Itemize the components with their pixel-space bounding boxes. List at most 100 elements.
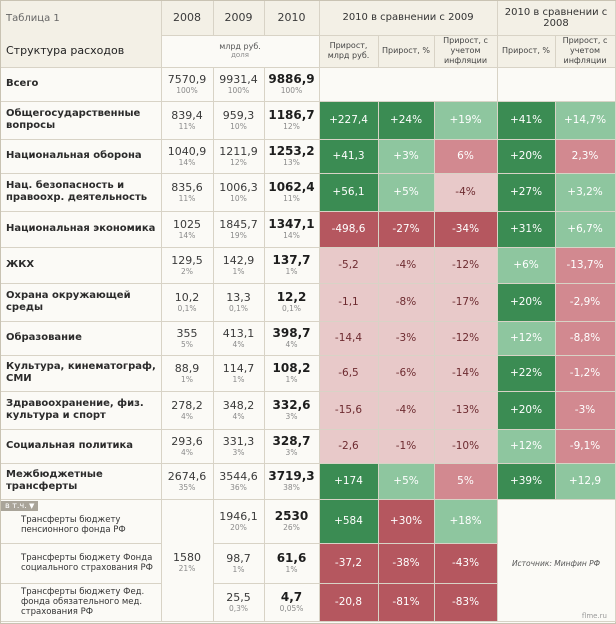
change-2009-1: -6%: [378, 355, 435, 392]
cell-2010: 1347,1 14%: [264, 211, 320, 248]
table-row: Национальная оборона 1040,9 14% 1211,9 12% 12…: [1, 139, 616, 174]
cell-2010: 108,2 1%: [264, 355, 320, 392]
cell-2009-value: 114,7: [222, 362, 255, 375]
empty-cell: [497, 67, 616, 102]
cell-2009-share: 4%: [232, 340, 245, 349]
cell-2008: 1040,9 14%: [161, 139, 214, 174]
cell-2008-value: 839,4: [171, 109, 203, 122]
cell-2010-value: 3719,3: [268, 469, 315, 483]
year-2008-header: 2008: [161, 1, 214, 36]
cell-2010-value: 12,2: [276, 290, 307, 304]
change-2009-1: +24%: [378, 101, 435, 140]
change-2009-1: -1%: [378, 429, 435, 464]
table-row: Социальная политика 293,6 4% 331,3 3% 328,7 3%…: [1, 429, 616, 464]
cell-2010-value: 398,7: [272, 326, 311, 340]
cell-2008-value: 355: [176, 327, 198, 340]
change-2009-2: -12%: [434, 247, 498, 284]
change-2009-2: +19%: [434, 101, 498, 140]
cell-2010-value: 1347,1: [268, 217, 315, 231]
year-2009-header: 2009: [213, 1, 265, 36]
cell-2009-share: 36%: [230, 483, 247, 492]
change-2009-2: -12%: [434, 321, 498, 356]
cell-2010: 61,6 1%: [264, 543, 320, 584]
cell-2008: 129,5 2%: [161, 247, 214, 284]
table-row: Образование 355 5% 413,1 4% 398,7 4% -14,4 -3% -1…: [1, 321, 616, 356]
cell-2008-share: 14%: [178, 158, 196, 167]
cell-2008-value: 2674,6: [167, 470, 207, 483]
change-2008-1: +3,2%: [555, 173, 616, 212]
cell-2010: 4,7 0,05%: [264, 583, 320, 622]
cell-2009-value: 413,1: [222, 327, 255, 340]
cell-2008-share: 11%: [178, 194, 196, 203]
cell-2010-share: 0,1%: [281, 304, 302, 313]
cell-2010-share: 12%: [283, 122, 300, 131]
cell-2009: 331,3 3%: [213, 429, 265, 464]
col-growth-infl-2008: Прирост, с учетом инфляции: [555, 35, 616, 68]
cell-2008: 88,9 1%: [161, 355, 214, 392]
cell-2008: 293,6 4%: [161, 429, 214, 464]
change-2008-0: +20%: [497, 283, 556, 322]
row-label: ЖКХ: [1, 247, 162, 284]
cell-2010: 332,6 3%: [264, 391, 320, 430]
change-2009-2: 5%: [434, 463, 498, 500]
cell-2009: 98,7 1%: [213, 543, 265, 584]
row-label: Здравоохранение, физ. культура и спорт: [1, 391, 162, 430]
change-2009-2: -14%: [434, 355, 498, 392]
sub-row-text: Трансферты бюджету пенсионного фонда РФ: [21, 514, 126, 535]
row-label: Социальная политика: [1, 429, 162, 464]
change-2009-0: +41,3: [319, 139, 379, 174]
cell-2010-value: 332,6: [272, 398, 311, 412]
cell-2008: 839,4 11%: [161, 101, 214, 140]
table-row: Культура, кинематограф, СМИ 88,9 1% 114,7 1%…: [1, 355, 616, 392]
cell-2010: 9886,9 100%: [264, 67, 320, 102]
change-2009-1: -38%: [378, 543, 435, 584]
cell-2009: 959,3 10%: [213, 101, 265, 140]
cell-2009: 348,2 4%: [213, 391, 265, 430]
merged-2008-share: 21%: [178, 564, 196, 573]
table-row: Всего 7570,9 100% 9931,4 100% 9886,9 100%: [1, 67, 616, 102]
cell-2010-value: 2530: [274, 509, 309, 523]
cell-2010-share: 100%: [280, 86, 303, 95]
source-cell: Источник: Минфин РФ: [497, 499, 616, 622]
cell-2008-share: 100%: [176, 86, 198, 95]
cell-2009-share: 100%: [227, 86, 250, 95]
change-2009-0: -5,2: [319, 247, 379, 284]
cell-2010: 1062,4 11%: [264, 173, 320, 212]
cell-2010-share: 1%: [285, 267, 298, 276]
cell-2009: 1006,3 10%: [213, 173, 265, 212]
cell-2010-share: 3%: [285, 448, 298, 457]
cell-2008-value: 293,6: [171, 435, 203, 448]
cell-2010-value: 1253,2: [268, 144, 315, 158]
cell-2008-share: 14%: [178, 231, 196, 240]
cell-2008-value: 88,9: [174, 362, 200, 375]
cell-2008-value: 129,5: [171, 254, 203, 267]
change-2008-1: -1,2%: [555, 355, 616, 392]
cell-2009: 25,5 0,3%: [213, 583, 265, 622]
change-2009-2: -4%: [434, 173, 498, 212]
cell-2009-share: 1%: [232, 267, 245, 276]
change-2009-2: 6%: [434, 139, 498, 174]
change-2009-1: -4%: [378, 247, 435, 284]
cell-2009-share: 0,3%: [228, 604, 249, 613]
col-growth-bn: Прирост, млрд руб.: [319, 35, 379, 68]
cell-2009-value: 25,5: [226, 591, 251, 604]
group-2008-header: 2010 в сравнении с 2008: [497, 1, 616, 36]
units-label: млрд руб. доля: [161, 35, 320, 68]
cell-2008-value: 10,2: [174, 291, 200, 304]
change-2008-1: 2,3%: [555, 139, 616, 174]
cell-2009: 9931,4 100%: [213, 67, 265, 102]
cell-2008-share: 11%: [178, 122, 196, 131]
cell-2009: 1845,7 19%: [213, 211, 265, 248]
change-2008-1: -2,9%: [555, 283, 616, 322]
change-2009-0: +174: [319, 463, 379, 500]
change-2009-0: -1,1: [319, 283, 379, 322]
change-2008-0: +31%: [497, 211, 556, 248]
merged-2008-value: 1580: [173, 551, 201, 564]
empty-cell: [161, 499, 214, 543]
cell-2008-share: 4%: [181, 448, 193, 457]
row-label: Образование: [1, 321, 162, 356]
cell-2009-value: 98,7: [226, 552, 251, 565]
cell-2009: 3544,6 36%: [213, 463, 265, 500]
cell-2010: 137,7 1%: [264, 247, 320, 284]
